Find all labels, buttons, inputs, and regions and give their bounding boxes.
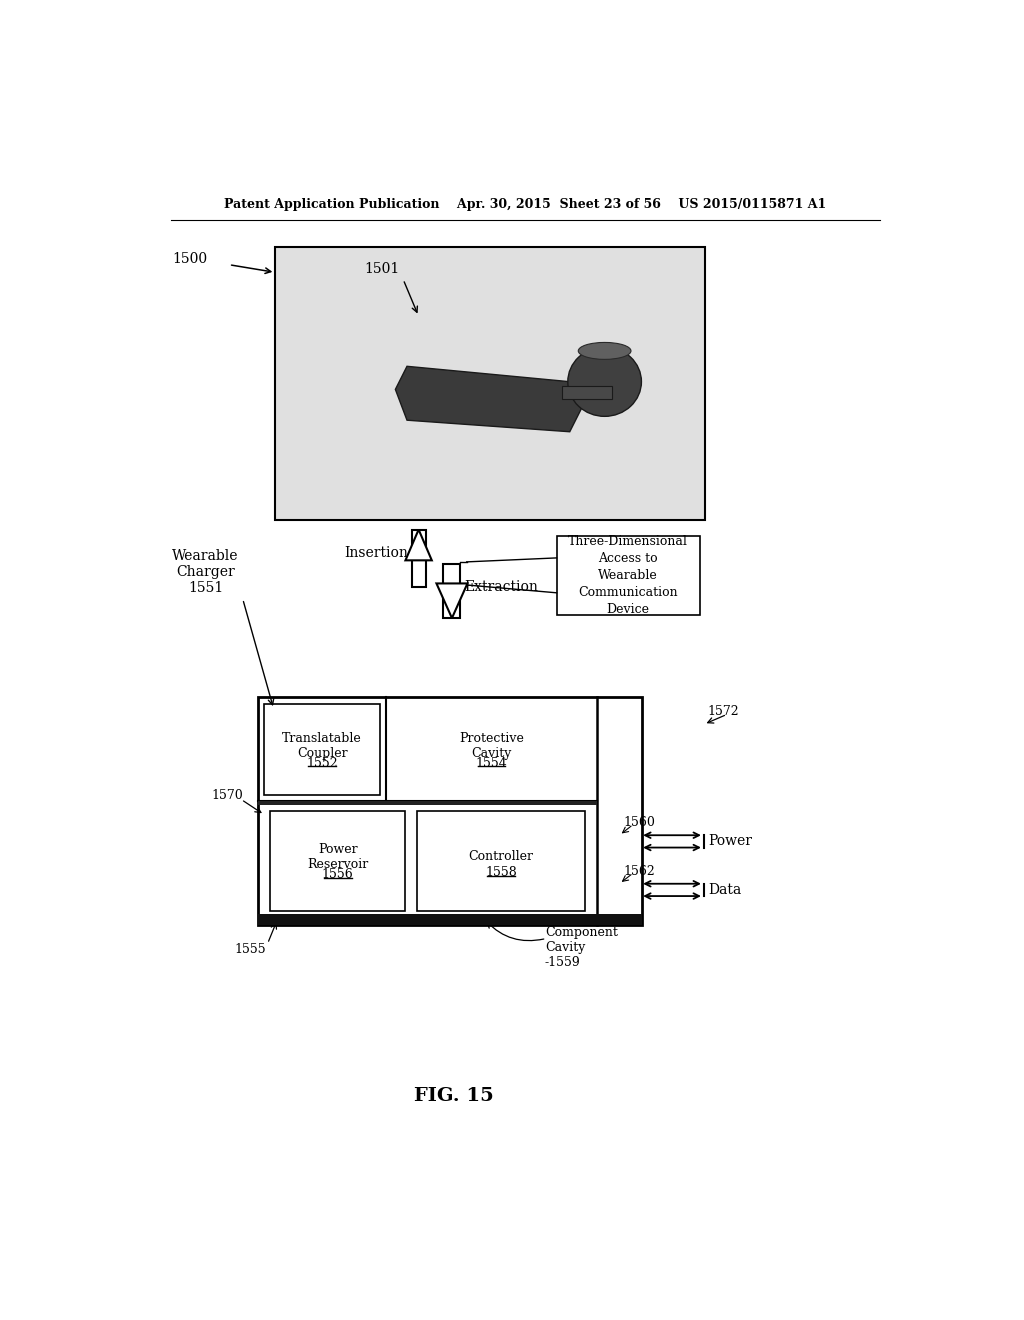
Text: Extraction: Extraction [464, 581, 539, 594]
Bar [443, 564, 461, 618]
Text: 1554: 1554 [475, 756, 507, 770]
Text: Protective
Cavity: Protective Cavity [459, 731, 524, 759]
Text: Patent Application Publication    Apr. 30, 2015  Sheet 23 of 56    US 2015/01158: Patent Application Publication Apr. 30, … [223, 198, 826, 211]
Bar [557, 536, 700, 615]
Bar [412, 529, 426, 587]
Polygon shape [395, 367, 582, 432]
Text: Data: Data [709, 883, 741, 896]
Polygon shape [406, 529, 432, 561]
Text: 1501: 1501 [365, 261, 399, 276]
Ellipse shape [579, 342, 631, 359]
Ellipse shape [568, 347, 641, 416]
Bar [264, 704, 380, 795]
Bar [258, 913, 642, 924]
Text: Wearable
Charger
1551: Wearable Charger 1551 [172, 549, 239, 595]
Text: Power: Power [709, 834, 753, 849]
Bar [275, 247, 706, 520]
Text: 1560: 1560 [624, 816, 655, 829]
Bar [258, 697, 642, 924]
Text: 1570: 1570 [212, 789, 244, 803]
Text: Power
Reservoir: Power Reservoir [307, 842, 369, 871]
Text: 1556: 1556 [322, 869, 353, 880]
Text: 1555: 1555 [234, 942, 266, 956]
Polygon shape [436, 583, 467, 618]
Bar [417, 810, 586, 911]
Text: 1572: 1572 [708, 705, 739, 718]
Bar [562, 385, 612, 400]
Text: Translatable
Coupler: Translatable Coupler [283, 731, 362, 759]
Text: Insertion: Insertion [344, 545, 408, 560]
Text: 1562: 1562 [624, 865, 655, 878]
Text: FIG. 15: FIG. 15 [414, 1088, 494, 1105]
Text: 1552: 1552 [306, 756, 338, 770]
Text: Component
Cavity
-1559: Component Cavity -1559 [545, 927, 617, 969]
Bar [258, 800, 597, 805]
Text: Controller: Controller [469, 850, 534, 863]
Bar [270, 810, 406, 911]
Text: Three-Dimensional
Access to
Wearable
Communication
Device: Three-Dimensional Access to Wearable Com… [568, 535, 688, 616]
Text: 1500: 1500 [173, 252, 208, 265]
Text: 1558: 1558 [485, 866, 517, 879]
